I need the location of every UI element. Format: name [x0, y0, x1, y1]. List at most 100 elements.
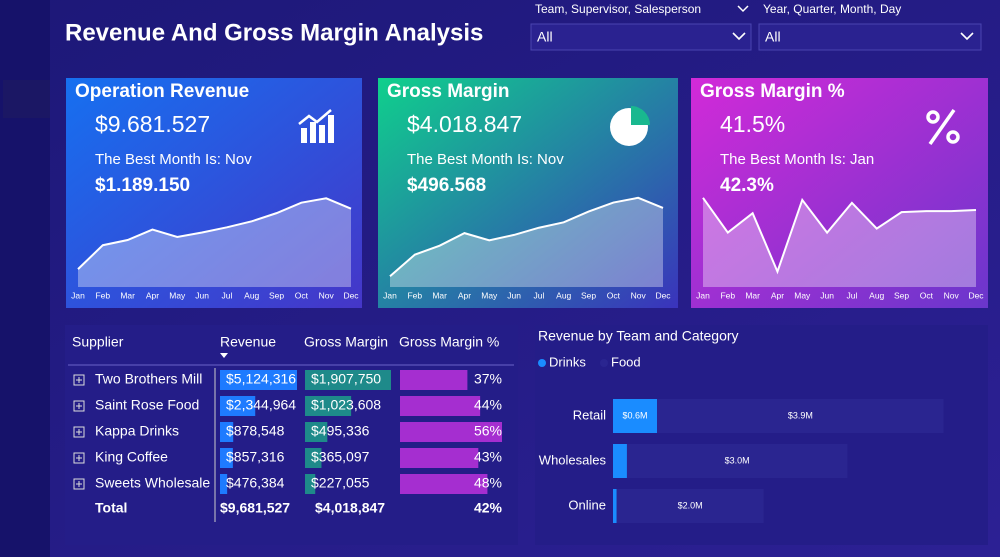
- data-bar: [220, 370, 297, 390]
- x-tick-label: Jul: [533, 290, 544, 300]
- data-bar: [400, 448, 479, 468]
- x-tick-label: Jun: [195, 290, 209, 300]
- x-tick-label: Mar: [745, 290, 760, 300]
- data-label: $3.9M: [788, 410, 813, 420]
- expand-icon[interactable]: [73, 426, 85, 438]
- cell: $1,023,608: [311, 397, 381, 413]
- cell: King Coffee: [95, 449, 168, 465]
- expand-icon[interactable]: [73, 374, 85, 386]
- x-tick-label: Jan: [383, 290, 397, 300]
- card-value: 41.5%: [720, 111, 785, 137]
- x-tick-label: Feb: [407, 290, 422, 300]
- x-tick-label: Aug: [244, 290, 259, 300]
- cell: $878,548: [226, 423, 285, 439]
- cell: Sweets Wholesale: [95, 475, 210, 491]
- expand-icon[interactable]: [73, 400, 85, 412]
- legend-marker: [538, 359, 546, 367]
- data-bar: [305, 422, 328, 442]
- x-tick-label: Oct: [920, 290, 934, 300]
- cell: Two Brothers Mill: [95, 371, 202, 387]
- area: [703, 197, 976, 287]
- data-bar: [220, 396, 256, 416]
- cell: Saint Rose Food: [95, 397, 199, 413]
- x-tick-label: May: [481, 290, 498, 300]
- data-bar: [400, 474, 488, 494]
- x-tick-label: Oct: [295, 290, 309, 300]
- x-tick-label: Dec: [655, 290, 671, 300]
- card-best-value: $496.568: [407, 175, 486, 196]
- cell: 56%: [474, 423, 502, 439]
- expand-plus: [76, 403, 82, 409]
- card-title: Gross Margin: [387, 81, 509, 102]
- x-tick-label: Dec: [968, 290, 984, 300]
- column-header: Revenue: [220, 334, 276, 350]
- x-tick-label: Nov: [944, 290, 960, 300]
- y-tick-label: Retail: [573, 407, 606, 422]
- column-header: Gross Margin: [304, 334, 388, 350]
- expand-plus: [76, 377, 82, 383]
- data-bar: [220, 448, 233, 468]
- card-title: Gross Margin %: [700, 81, 845, 102]
- data-bar: [220, 474, 228, 494]
- filter-value: All: [537, 29, 553, 45]
- filter-label: Team, Supervisor, Salesperson: [535, 2, 701, 16]
- area: [390, 197, 663, 287]
- cell: 48%: [474, 475, 502, 491]
- cell: 44%: [474, 397, 502, 413]
- cell: $5,124,316: [226, 371, 296, 387]
- filter-dropdown[interactable]: [530, 23, 752, 51]
- expand-plus: [76, 481, 82, 487]
- bar: [616, 489, 764, 523]
- data-bar: [305, 448, 322, 468]
- content: Operation Revenue $9.681.527 The Best Mont…: [68, 81, 984, 523]
- x-tick-label: Mar: [120, 290, 135, 300]
- cell: $857,316: [226, 449, 285, 465]
- filter-dropdown[interactable]: [758, 23, 982, 51]
- dropdown-chevron: [960, 32, 974, 41]
- cell: $227,055: [311, 475, 370, 491]
- expand-plus: [76, 455, 82, 461]
- y-tick-label: Online: [568, 497, 606, 512]
- x-tick-label: Mar: [432, 290, 447, 300]
- pie-icon: [610, 106, 650, 146]
- x-tick-label: Feb: [95, 290, 110, 300]
- legend-label: Food: [611, 354, 641, 369]
- x-tick-label: Apr: [771, 290, 784, 300]
- bar: [613, 399, 658, 433]
- bar: [626, 444, 848, 478]
- cell: $495,336: [311, 423, 370, 439]
- line: [77, 197, 352, 270]
- x-tick-label: Jan: [696, 290, 710, 300]
- card: [66, 78, 362, 308]
- x-tick-label: Sep: [581, 290, 596, 300]
- area: [78, 198, 351, 287]
- cell: $365,097: [311, 449, 370, 465]
- expand-icon[interactable]: [73, 478, 85, 490]
- data-label: $0.6M: [623, 410, 648, 420]
- filter-label: Year, Quarter, Month, Day: [763, 2, 901, 16]
- y-tick-label: Wholesales: [539, 452, 607, 467]
- sidebar-button[interactable]: [3, 80, 50, 118]
- cell: 43%: [474, 449, 502, 465]
- bar: [613, 444, 627, 478]
- cell: $1,907,750: [311, 371, 381, 387]
- line: [702, 197, 977, 275]
- total-cell: $4,018,847: [315, 500, 385, 516]
- data-bar: [305, 396, 352, 416]
- filter-chevron: [737, 5, 749, 13]
- cell: 37%: [474, 371, 502, 387]
- card-best-label: The Best Month Is: Nov: [407, 151, 564, 168]
- data-bar: [400, 370, 468, 390]
- card-value: $9.681.527: [95, 111, 210, 137]
- card-best-label: The Best Month Is: Jan: [720, 151, 874, 168]
- x-tick-label: Aug: [556, 290, 571, 300]
- card-title: Operation Revenue: [75, 81, 249, 102]
- data-bar: [305, 474, 316, 494]
- card-best-value: 42.3%: [720, 175, 774, 196]
- x-tick-label: May: [169, 290, 186, 300]
- data-label: $2.0M: [678, 500, 703, 510]
- bar: [613, 489, 617, 523]
- x-tick-label: Jun: [820, 290, 834, 300]
- expand-icon[interactable]: [73, 452, 85, 464]
